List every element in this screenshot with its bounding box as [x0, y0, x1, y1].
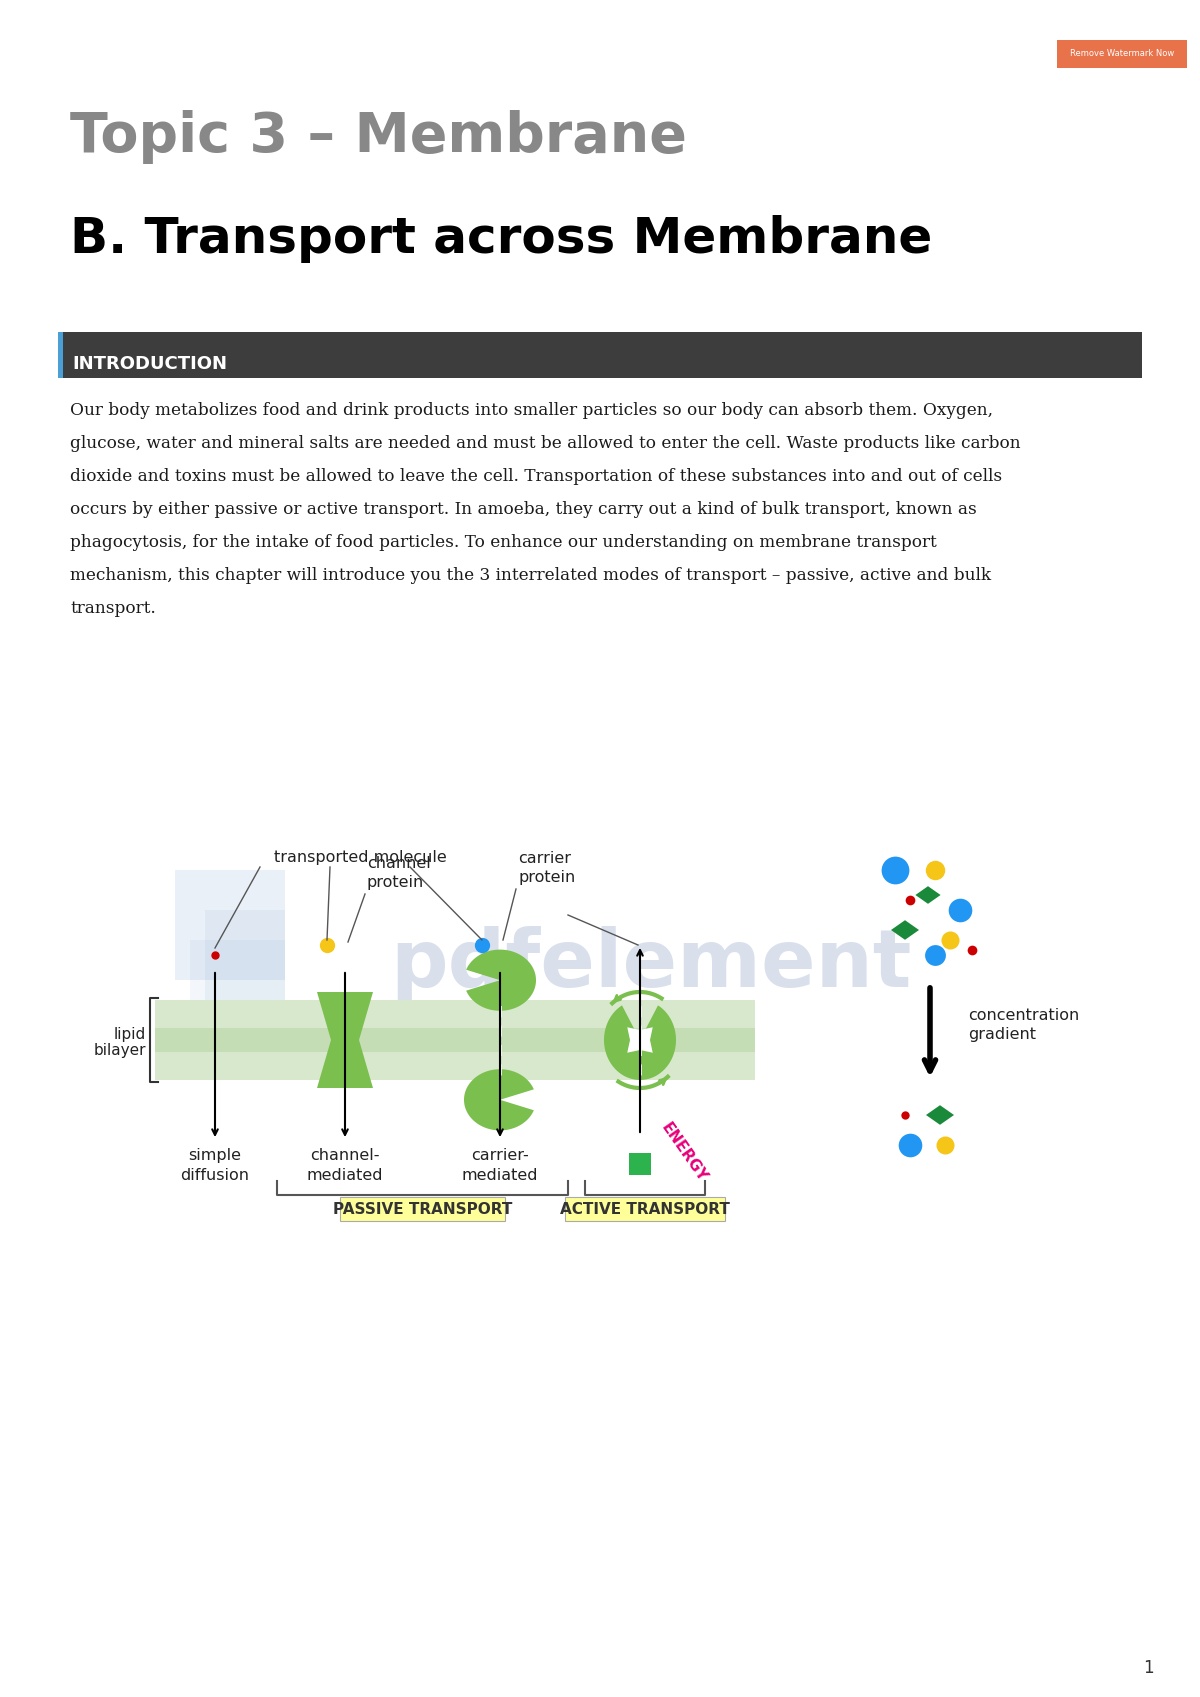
Bar: [1057, 41, 1187, 68]
Text: lipid: lipid: [114, 1027, 146, 1042]
Text: carrier-: carrier-: [472, 1147, 529, 1162]
Bar: [155, 1000, 755, 1079]
Text: mechanism, this chapter will introduce you the 3 interrelated modes of transport: mechanism, this chapter will introduce y…: [70, 567, 991, 584]
PathPatch shape: [466, 950, 536, 1011]
Bar: [58, 333, 64, 378]
Text: dioxide and toxins must be allowed to leave the cell. Transportation of these su: dioxide and toxins must be allowed to le…: [70, 468, 1002, 485]
PathPatch shape: [628, 1027, 653, 1052]
Bar: [58, 333, 1142, 378]
Text: INTRODUCTION: INTRODUCTION: [72, 355, 227, 373]
Text: Topic 3 – Membrane: Topic 3 – Membrane: [70, 110, 686, 165]
Text: Our body metabolizes food and drink products into smaller particles so our body : Our body metabolizes food and drink prod…: [70, 402, 994, 419]
Bar: [565, 1196, 725, 1222]
Text: carrier
protein: carrier protein: [518, 852, 575, 886]
Text: mediated: mediated: [307, 1168, 383, 1183]
Text: channel-: channel-: [311, 1147, 379, 1162]
Polygon shape: [890, 920, 919, 940]
Text: concentration
gradient: concentration gradient: [968, 1008, 1079, 1042]
PathPatch shape: [604, 1005, 676, 1079]
Bar: [340, 1196, 505, 1222]
Text: phagocytosis, for the intake of food particles. To enhance our understanding on : phagocytosis, for the intake of food par…: [70, 535, 937, 552]
Text: ACTIVE TRANSPORT: ACTIVE TRANSPORT: [560, 1201, 730, 1217]
Text: channel
protein: channel protein: [367, 857, 431, 889]
Text: mediated: mediated: [462, 1168, 539, 1183]
Bar: [155, 1028, 755, 1052]
Bar: [190, 940, 286, 1015]
Text: Remove Watermark Now: Remove Watermark Now: [1070, 49, 1174, 58]
Text: 1: 1: [1142, 1660, 1153, 1677]
Bar: [175, 871, 286, 979]
Text: transport.: transport.: [70, 601, 156, 618]
Bar: [205, 910, 286, 1000]
Text: occurs by either passive or active transport. In amoeba, they carry out a kind o: occurs by either passive or active trans…: [70, 501, 977, 518]
PathPatch shape: [317, 1040, 373, 1088]
Text: ENERGY: ENERGY: [658, 1120, 709, 1185]
Text: PASSIVE TRANSPORT: PASSIVE TRANSPORT: [332, 1201, 512, 1217]
Text: transported molecule: transported molecule: [274, 850, 446, 865]
Text: B. Transport across Membrane: B. Transport across Membrane: [70, 216, 932, 263]
Text: diffusion: diffusion: [180, 1168, 250, 1183]
Text: glucose, water and mineral salts are needed and must be allowed to enter the cel: glucose, water and mineral salts are nee…: [70, 434, 1021, 451]
Polygon shape: [926, 1105, 954, 1125]
PathPatch shape: [464, 1069, 534, 1130]
Bar: [629, 1152, 650, 1174]
Text: pdfelement: pdfelement: [390, 927, 911, 1005]
Polygon shape: [916, 886, 941, 905]
Text: simple: simple: [188, 1147, 241, 1162]
PathPatch shape: [317, 993, 373, 1040]
Text: bilayer: bilayer: [94, 1042, 146, 1057]
